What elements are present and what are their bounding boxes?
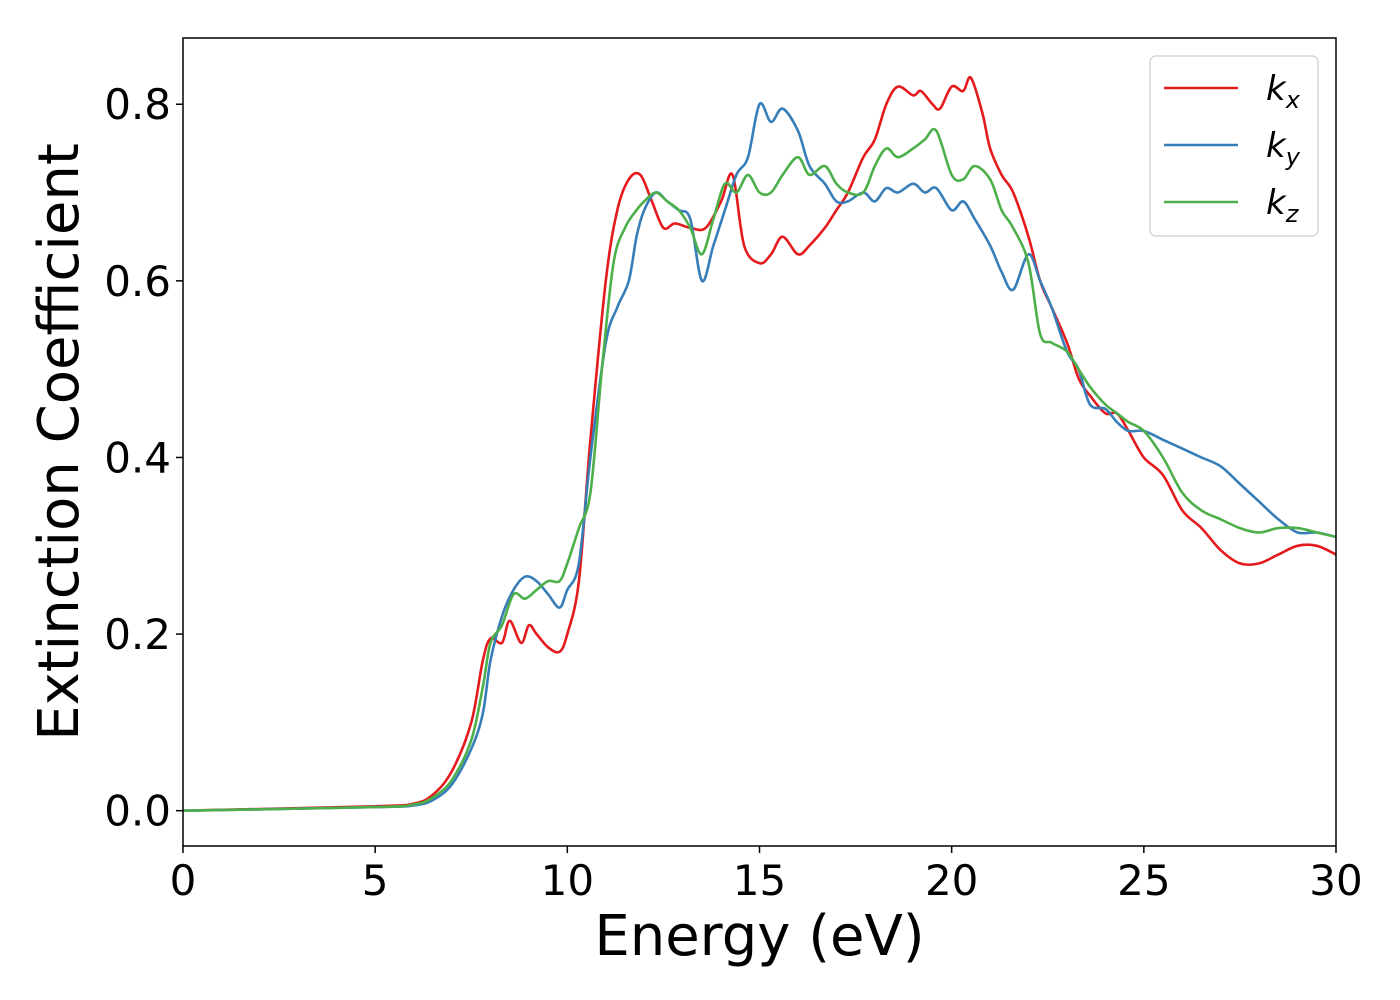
x-tick-label: 20 [925, 856, 978, 905]
x-tick-label: 30 [1309, 856, 1362, 905]
legend-label-ky: ky [1266, 126, 1301, 171]
y-tick-label: 0.0 [104, 787, 171, 836]
x-tick-label: 5 [362, 856, 389, 905]
x-tick-label: 25 [1117, 856, 1170, 905]
y-axis-ticks: 0.0 0.2 0.4 0.6 0.8 [104, 80, 183, 836]
y-tick-label: 0.4 [104, 433, 171, 482]
legend: kx ky kz [1149, 55, 1319, 237]
legend-label-kz: kz [1266, 183, 1300, 228]
y-tick-label: 0.8 [104, 80, 171, 129]
y-tick-label: 0.6 [104, 257, 171, 306]
y-tick-label: 0.2 [104, 610, 171, 659]
x-tick-label: 0 [170, 856, 197, 905]
y-axis-label: Extinction Coefficient [27, 143, 92, 741]
x-tick-label: 15 [733, 856, 786, 905]
series-line-kz [183, 127, 1336, 812]
legend-label-kx: kx [1266, 69, 1301, 114]
series-layer [183, 75, 1336, 812]
x-axis-ticks: 0 5 10 15 20 25 30 [170, 846, 1363, 905]
x-axis-label: Energy (eV) [594, 904, 924, 969]
x-tick-label: 10 [541, 856, 594, 905]
